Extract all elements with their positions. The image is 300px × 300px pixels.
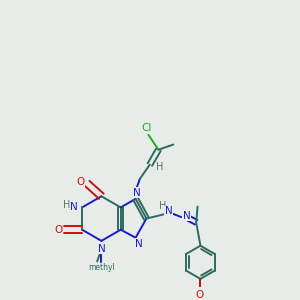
Text: N: N — [98, 244, 105, 254]
Text: N: N — [165, 206, 172, 216]
Text: N: N — [135, 239, 143, 249]
Text: H: H — [156, 162, 164, 172]
Text: N: N — [183, 211, 190, 221]
Text: methyl: methyl — [88, 263, 115, 272]
Text: Cl: Cl — [141, 123, 151, 133]
Text: O: O — [54, 225, 62, 235]
Text: N: N — [133, 188, 141, 198]
Text: N: N — [70, 202, 78, 212]
Text: O: O — [196, 290, 204, 300]
Text: H: H — [159, 201, 166, 211]
Text: O: O — [77, 177, 85, 187]
Text: H: H — [63, 200, 70, 210]
